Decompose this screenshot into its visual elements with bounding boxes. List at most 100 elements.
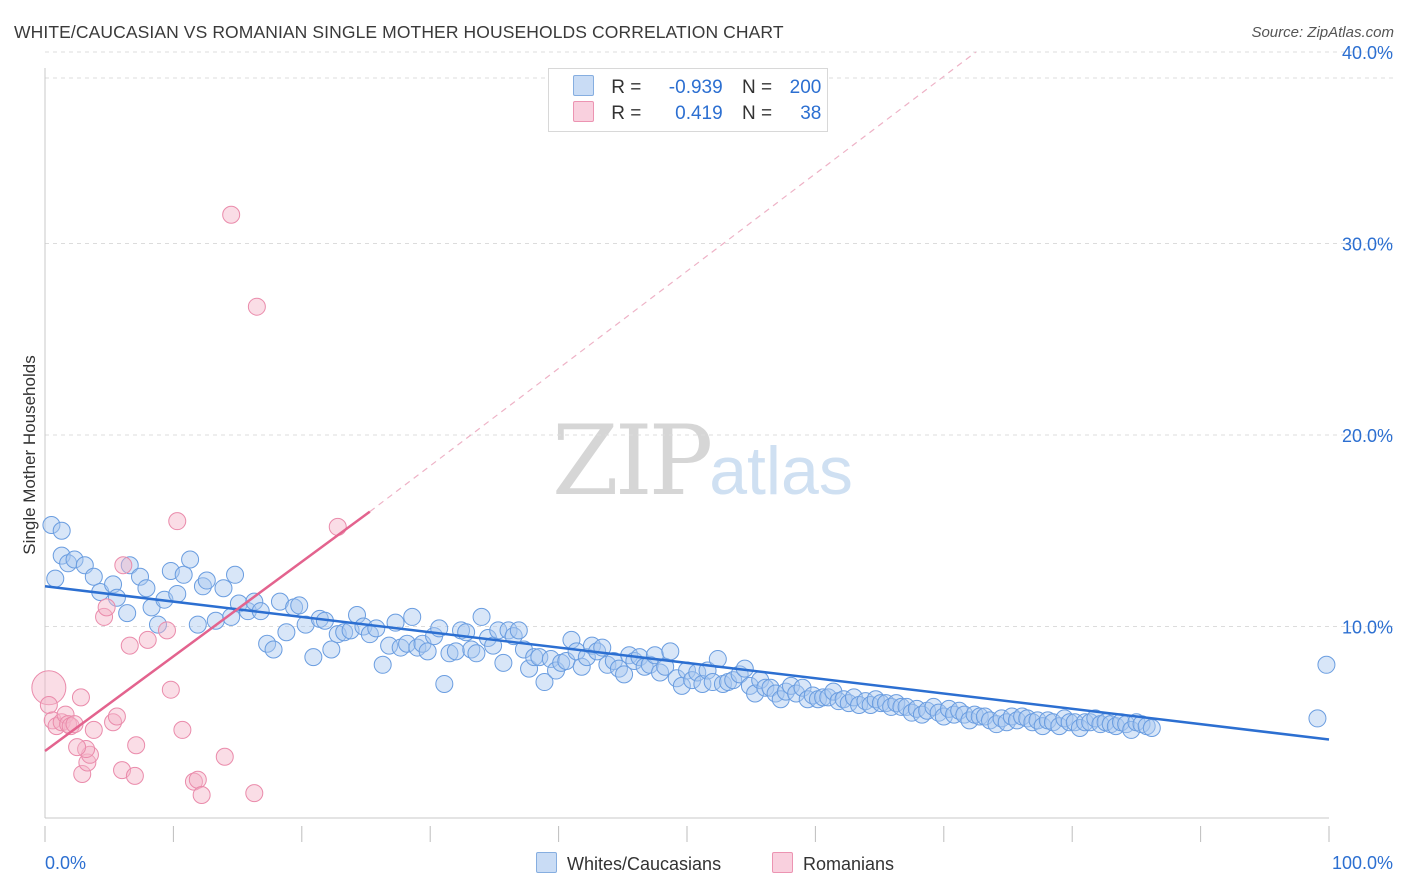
white-caucasian-point bbox=[819, 688, 838, 707]
romanian-point bbox=[138, 630, 157, 649]
romanian-point bbox=[97, 598, 116, 617]
legend-item-romanians: Romanians bbox=[772, 852, 894, 875]
white-caucasian-point bbox=[131, 567, 150, 586]
romanians-trend-extension bbox=[369, 51, 977, 513]
white-caucasian-point bbox=[520, 659, 539, 678]
white-caucasian-point bbox=[322, 640, 341, 659]
romanian-point bbox=[31, 670, 67, 706]
white-caucasian-point bbox=[494, 653, 513, 672]
romanian-point bbox=[245, 784, 264, 803]
white-caucasian-point bbox=[214, 579, 233, 598]
white-caucasian-point bbox=[1065, 713, 1084, 732]
white-caucasian-point bbox=[1142, 718, 1161, 737]
white-caucasian-point bbox=[65, 550, 84, 569]
white-caucasian-point bbox=[892, 697, 911, 716]
white-caucasian-point bbox=[226, 565, 245, 584]
white-caucasian-point bbox=[871, 694, 890, 713]
romanian-point bbox=[68, 738, 87, 757]
y-tick-label: 10.0% bbox=[1342, 618, 1393, 638]
legend-row-whites: R = -0.939 N = 200 bbox=[573, 75, 821, 101]
r-value: 0.419 bbox=[675, 103, 723, 124]
romanian-point bbox=[120, 636, 139, 655]
r-label: R = bbox=[611, 77, 642, 98]
white-caucasian-point bbox=[514, 640, 533, 659]
white-caucasian-point bbox=[640, 655, 659, 674]
romanian-point bbox=[157, 621, 176, 640]
white-caucasian-point bbox=[504, 627, 523, 646]
white-caucasian-point bbox=[277, 623, 296, 642]
legend-row-romanians: R = 0.419 N = 38 bbox=[573, 101, 821, 127]
white-caucasian-point bbox=[435, 674, 454, 693]
white-caucasian-point bbox=[137, 579, 156, 598]
watermark-zip: ZIP bbox=[552, 405, 713, 517]
whites-legend-icon bbox=[536, 852, 557, 873]
y-tick-label: 30.0% bbox=[1342, 235, 1393, 255]
white-caucasian-point bbox=[42, 516, 61, 535]
romanian-point bbox=[161, 680, 180, 699]
white-caucasian-point bbox=[197, 571, 216, 590]
x-tick-label: 100.0% bbox=[1332, 853, 1393, 873]
romanians-legend-icon bbox=[772, 852, 793, 873]
white-caucasian-point bbox=[609, 659, 628, 678]
white-caucasian-point bbox=[1317, 655, 1336, 674]
n-label: N = bbox=[741, 77, 773, 98]
white-caucasian-point bbox=[398, 634, 417, 653]
romanian-point bbox=[127, 736, 146, 755]
y-tick-label: 20.0% bbox=[1342, 426, 1393, 446]
chart-title: WHITE/CAUCASIAN VS ROMANIAN SINGLE MOTHE… bbox=[14, 22, 784, 42]
y-tick-label: 40.0% bbox=[1342, 43, 1393, 63]
legend-item-whites: Whites/Caucasians bbox=[536, 852, 721, 875]
white-caucasian-point bbox=[446, 642, 465, 661]
white-caucasian-point bbox=[104, 575, 123, 594]
legend-label-romanians: Romanians bbox=[803, 854, 895, 874]
white-caucasian-point bbox=[577, 648, 596, 667]
white-caucasian-point bbox=[380, 636, 399, 655]
white-caucasian-point bbox=[1028, 711, 1047, 730]
romanian-point bbox=[107, 707, 126, 726]
white-caucasian-point bbox=[615, 665, 634, 684]
source-credit: Source: ZipAtlas.com bbox=[1251, 24, 1394, 41]
white-caucasian-point bbox=[373, 655, 392, 674]
white-caucasian-point bbox=[651, 663, 670, 682]
watermark-atlas: atlas bbox=[709, 433, 853, 509]
white-caucasian-point bbox=[367, 619, 386, 638]
white-caucasian-point bbox=[1076, 713, 1095, 732]
white-caucasian-point bbox=[793, 678, 812, 697]
r-label: R = bbox=[611, 103, 642, 124]
romanians-swatch-icon bbox=[573, 101, 594, 122]
romanian-point bbox=[215, 747, 234, 766]
white-caucasian-point bbox=[440, 644, 459, 663]
romanian-point bbox=[84, 720, 103, 739]
white-caucasian-point bbox=[46, 569, 65, 588]
white-caucasian-point bbox=[541, 650, 560, 669]
romanian-point bbox=[173, 720, 192, 739]
romanian-point bbox=[222, 205, 241, 224]
whites-trend-line bbox=[44, 585, 1330, 741]
white-caucasian-point bbox=[530, 648, 549, 667]
white-caucasian-point bbox=[960, 711, 979, 730]
white-caucasian-point bbox=[148, 615, 167, 634]
n-value: 38 bbox=[800, 103, 822, 124]
n-label: N = bbox=[741, 103, 773, 124]
white-caucasian-point bbox=[824, 682, 843, 701]
romanians-trend-line bbox=[44, 510, 371, 752]
watermark: ZIPatlas bbox=[552, 405, 853, 517]
correlation-legend: R = -0.939 N = 200 R = 0.419 N = 38 bbox=[548, 68, 828, 132]
white-caucasian-point bbox=[120, 556, 139, 575]
white-caucasian-point bbox=[472, 607, 491, 626]
white-caucasian-point bbox=[535, 673, 554, 692]
white-caucasian-point bbox=[572, 657, 591, 676]
n-value: 200 bbox=[789, 77, 822, 98]
white-caucasian-point bbox=[290, 596, 309, 615]
whites-swatch-icon bbox=[573, 75, 594, 96]
romanian-point bbox=[73, 764, 92, 783]
white-caucasian-point bbox=[509, 621, 528, 640]
white-caucasian-point bbox=[304, 648, 323, 667]
romanian-point bbox=[71, 688, 90, 707]
white-caucasian-point bbox=[970, 707, 989, 726]
white-caucasian-point bbox=[1308, 709, 1327, 728]
white-caucasian-point bbox=[1060, 713, 1079, 732]
romanian-point bbox=[39, 696, 58, 715]
white-caucasian-point bbox=[1070, 718, 1089, 737]
